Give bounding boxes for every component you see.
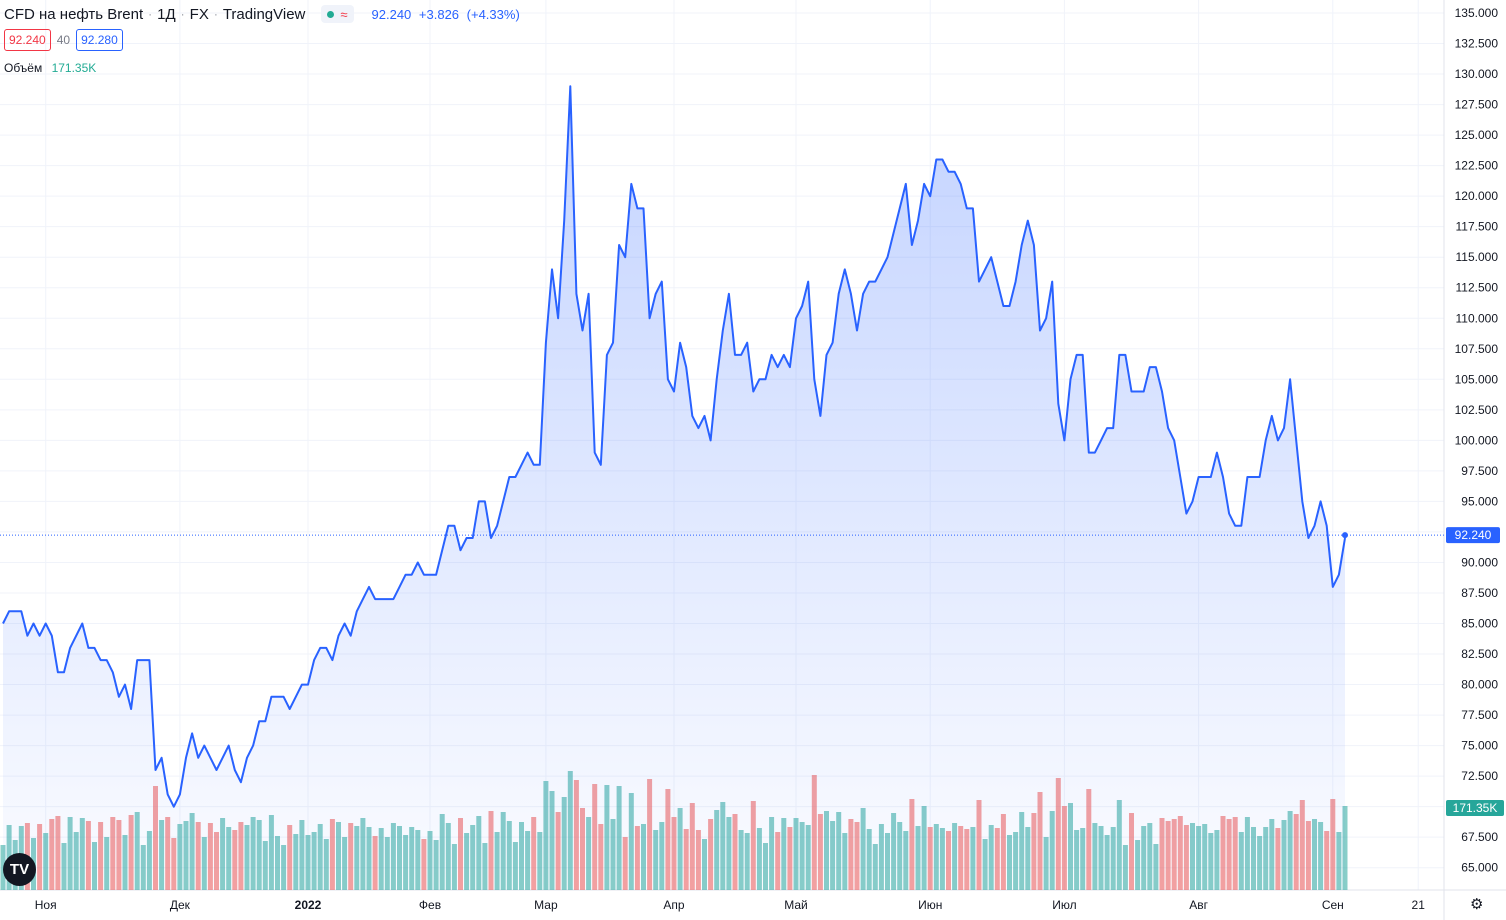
y-tick-label: 112.500 [1456, 281, 1499, 295]
y-tick-label: 72.500 [1461, 769, 1498, 783]
gear-icon[interactable]: ⚙ [1470, 896, 1484, 913]
sell-button[interactable]: 92.240 [4, 29, 51, 51]
x-tick-label: Фев [419, 898, 441, 912]
y-tick-label: 85.000 [1461, 617, 1498, 631]
y-tick-label: 90.000 [1461, 555, 1498, 569]
x-tick-label: 21 [1412, 898, 1426, 912]
buy-button[interactable]: 92.280 [76, 29, 123, 51]
separator-dot: · [180, 7, 185, 21]
x-tick-label: Мар [534, 898, 558, 912]
y-tick-label: 115.000 [1456, 250, 1499, 264]
y-tick-label: 132.500 [1455, 37, 1499, 51]
delayed-data-icon: ≈ [340, 6, 348, 22]
x-tick-label: 2022 [295, 898, 322, 912]
x-tick-label: Сен [1322, 898, 1344, 912]
tradingview-logo-icon[interactable]: TV [3, 853, 36, 886]
volume-legend-label: Объём [4, 61, 43, 75]
y-tick-label: 77.500 [1461, 708, 1498, 722]
y-tick-label: 120.000 [1455, 189, 1499, 203]
spread-value: 40 [56, 33, 71, 47]
y-tick-label: 97.500 [1461, 464, 1498, 478]
y-tick-label: 127.500 [1455, 98, 1499, 112]
last-price-label-bg [1446, 527, 1500, 544]
provider-label: TradingView [222, 5, 306, 23]
y-tick-label: 82.500 [1461, 647, 1498, 661]
price-line [2, 85, 1346, 808]
x-tick-label: Ноя [35, 898, 57, 912]
y-tick-label: 95.000 [1461, 494, 1498, 508]
y-tick-label: 122.500 [1455, 159, 1499, 173]
chart-legend-header: CFD на нефть Brent · 1Д · FX · TradingVi… [4, 4, 524, 24]
last-price-label: 92.240 [1455, 528, 1492, 542]
x-tick-label: Авг [1189, 898, 1208, 912]
x-tick-label: Апр [663, 898, 685, 912]
volume-legend[interactable]: Объём 171.35K [4, 61, 96, 75]
bid-ask-row: 92.240 40 92.280 [4, 29, 123, 51]
x-tick-label: Июн [918, 898, 942, 912]
y-tick-label: 102.500 [1455, 403, 1499, 417]
y-tick-label: 125.000 [1455, 128, 1499, 142]
y-tick-label: 135.000 [1455, 6, 1499, 20]
market-open-icon [327, 10, 335, 18]
y-tick-label: 67.500 [1461, 830, 1498, 844]
y-tick-label: 107.500 [1455, 342, 1499, 356]
last-price-marker [1342, 532, 1348, 539]
price-change: +3.826 [418, 6, 460, 22]
quote-values: 92.240 +3.826 (+4.33%) [372, 7, 524, 22]
separator-dot: · [213, 7, 218, 21]
separator-dot: · [148, 7, 153, 21]
volume-legend-value: 171.35K [51, 61, 97, 75]
x-tick-label: Июл [1052, 898, 1076, 912]
price-area-fill [3, 86, 1345, 891]
symbol-title[interactable]: CFD на нефть Brent [4, 5, 144, 23]
market-status-badge[interactable]: ≈ [321, 5, 354, 23]
last-price: 92.240 [371, 6, 412, 22]
interval-label[interactable]: 1Д [157, 5, 176, 23]
volume-label-bg [1446, 800, 1504, 816]
y-tick-label: 87.500 [1461, 586, 1498, 600]
y-tick-label: 75.000 [1461, 739, 1498, 753]
price-change-percent: (+4.33%) [466, 6, 520, 22]
y-tick-label: 105.000 [1455, 372, 1499, 386]
exchange-label: FX [189, 5, 209, 23]
y-tick-label: 80.000 [1461, 678, 1498, 692]
y-tick-label: 117.500 [1456, 220, 1499, 234]
y-tick-label: 130.000 [1455, 67, 1499, 81]
volume-axis-label: 171.35K [1453, 801, 1498, 815]
x-tick-label: Дек [170, 898, 191, 912]
y-tick-label: 100.000 [1455, 433, 1499, 447]
x-tick-label: Май [784, 898, 808, 912]
y-tick-label: 65.000 [1461, 861, 1498, 875]
y-tick-label: 110.000 [1456, 311, 1499, 325]
